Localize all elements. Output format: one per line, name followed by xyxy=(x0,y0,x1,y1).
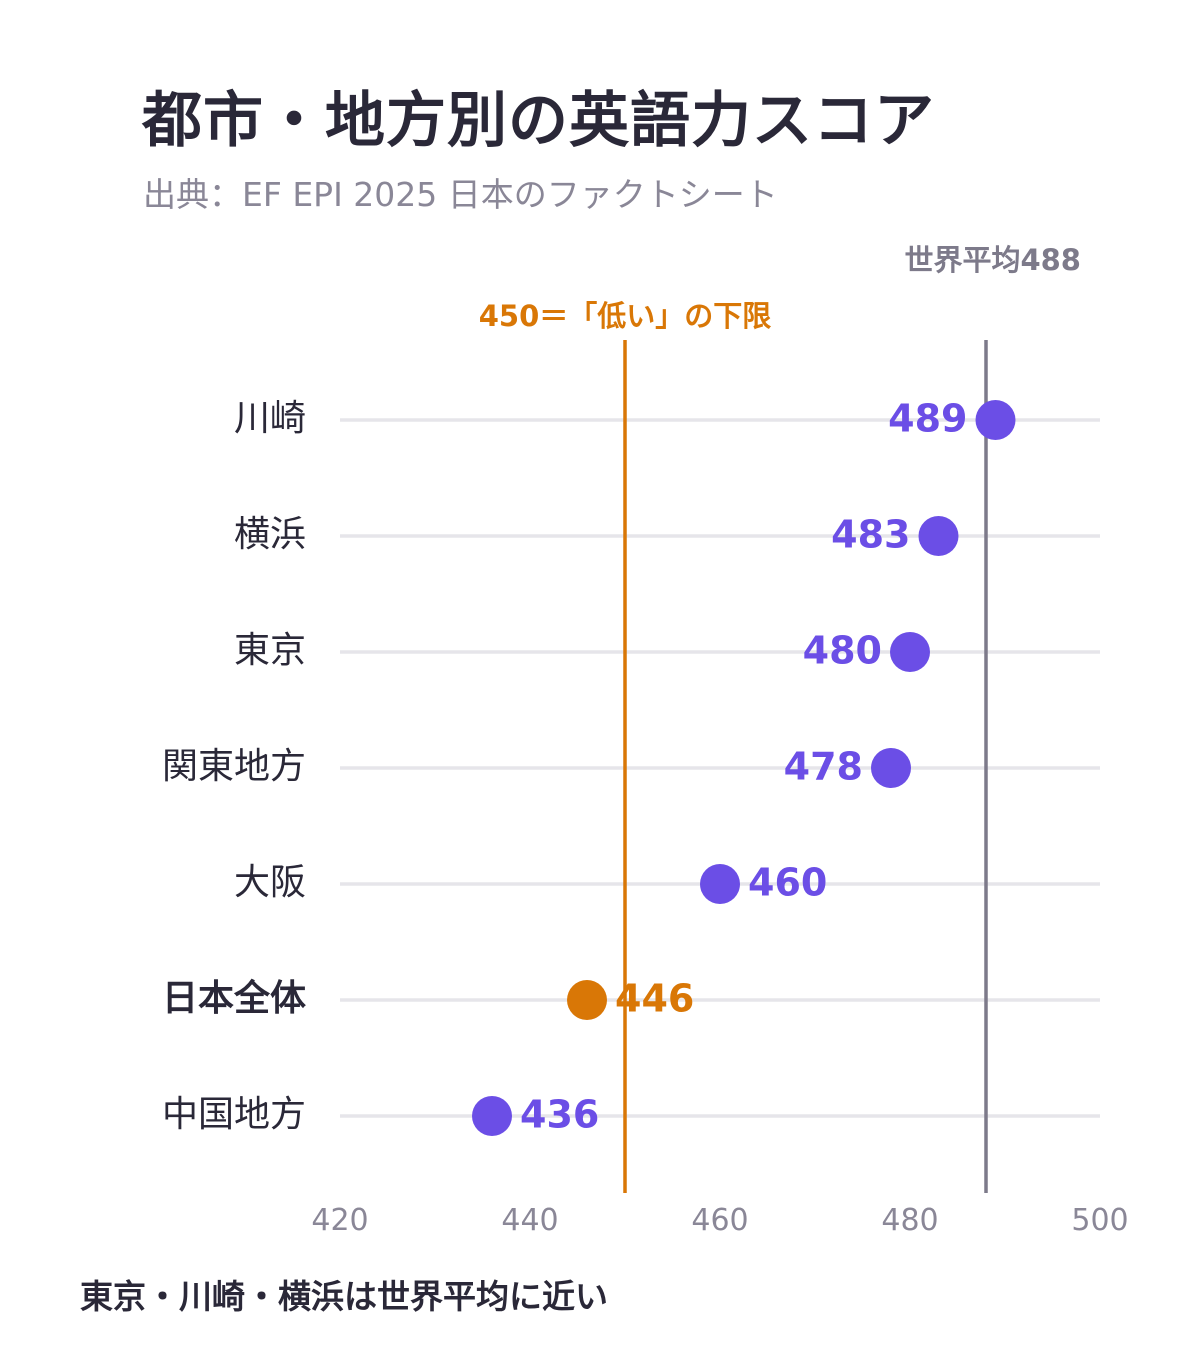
gridlines xyxy=(340,418,1100,1118)
data-point xyxy=(871,748,911,788)
data-label: 483 xyxy=(831,513,910,557)
data-label: 489 xyxy=(888,397,967,441)
category-label: 東京 xyxy=(234,630,306,671)
data-points: 489 483 480 478 460 446 436 xyxy=(472,397,1016,1137)
reference-lines: 450＝「低い」の下限 世界平均488 xyxy=(479,243,1081,1193)
x-tick-label: 480 xyxy=(881,1203,938,1238)
category-label: 日本全体 xyxy=(162,977,306,1019)
data-point xyxy=(472,1096,512,1136)
data-point xyxy=(918,516,959,556)
x-tick-label: 500 xyxy=(1071,1203,1128,1238)
category-label: 大阪 xyxy=(234,862,306,903)
x-tick-label: 420 xyxy=(311,1203,368,1238)
data-label: 446 xyxy=(615,977,694,1021)
x-tick-label: 440 xyxy=(501,1203,558,1238)
chart-subtitle: 出典：EF EPI 2025 日本のファクトシート xyxy=(143,175,778,214)
data-label: 460 xyxy=(748,861,827,905)
chart-footnote: 東京・川崎・横浜は世界平均に近い xyxy=(80,1277,608,1316)
chart-title: 都市・地方別の英語力スコア xyxy=(142,86,935,156)
data-label: 478 xyxy=(784,745,863,789)
category-label: 川崎 xyxy=(234,398,306,439)
x-axis-ticks: 420 440 460 480 500 xyxy=(311,1203,1128,1238)
reference-line-label: 450＝「低い」の下限 xyxy=(479,299,772,333)
data-point xyxy=(700,864,740,904)
data-label: 480 xyxy=(803,629,882,673)
data-point xyxy=(975,400,1016,440)
category-label: 中国地方 xyxy=(162,1094,306,1135)
reference-line-label: 世界平均488 xyxy=(904,243,1081,277)
x-tick-label: 460 xyxy=(691,1203,748,1238)
data-point xyxy=(567,980,607,1020)
data-point xyxy=(890,632,930,672)
category-label: 関東地方 xyxy=(162,746,306,787)
category-label: 横浜 xyxy=(234,514,306,555)
data-label: 436 xyxy=(520,1093,599,1137)
